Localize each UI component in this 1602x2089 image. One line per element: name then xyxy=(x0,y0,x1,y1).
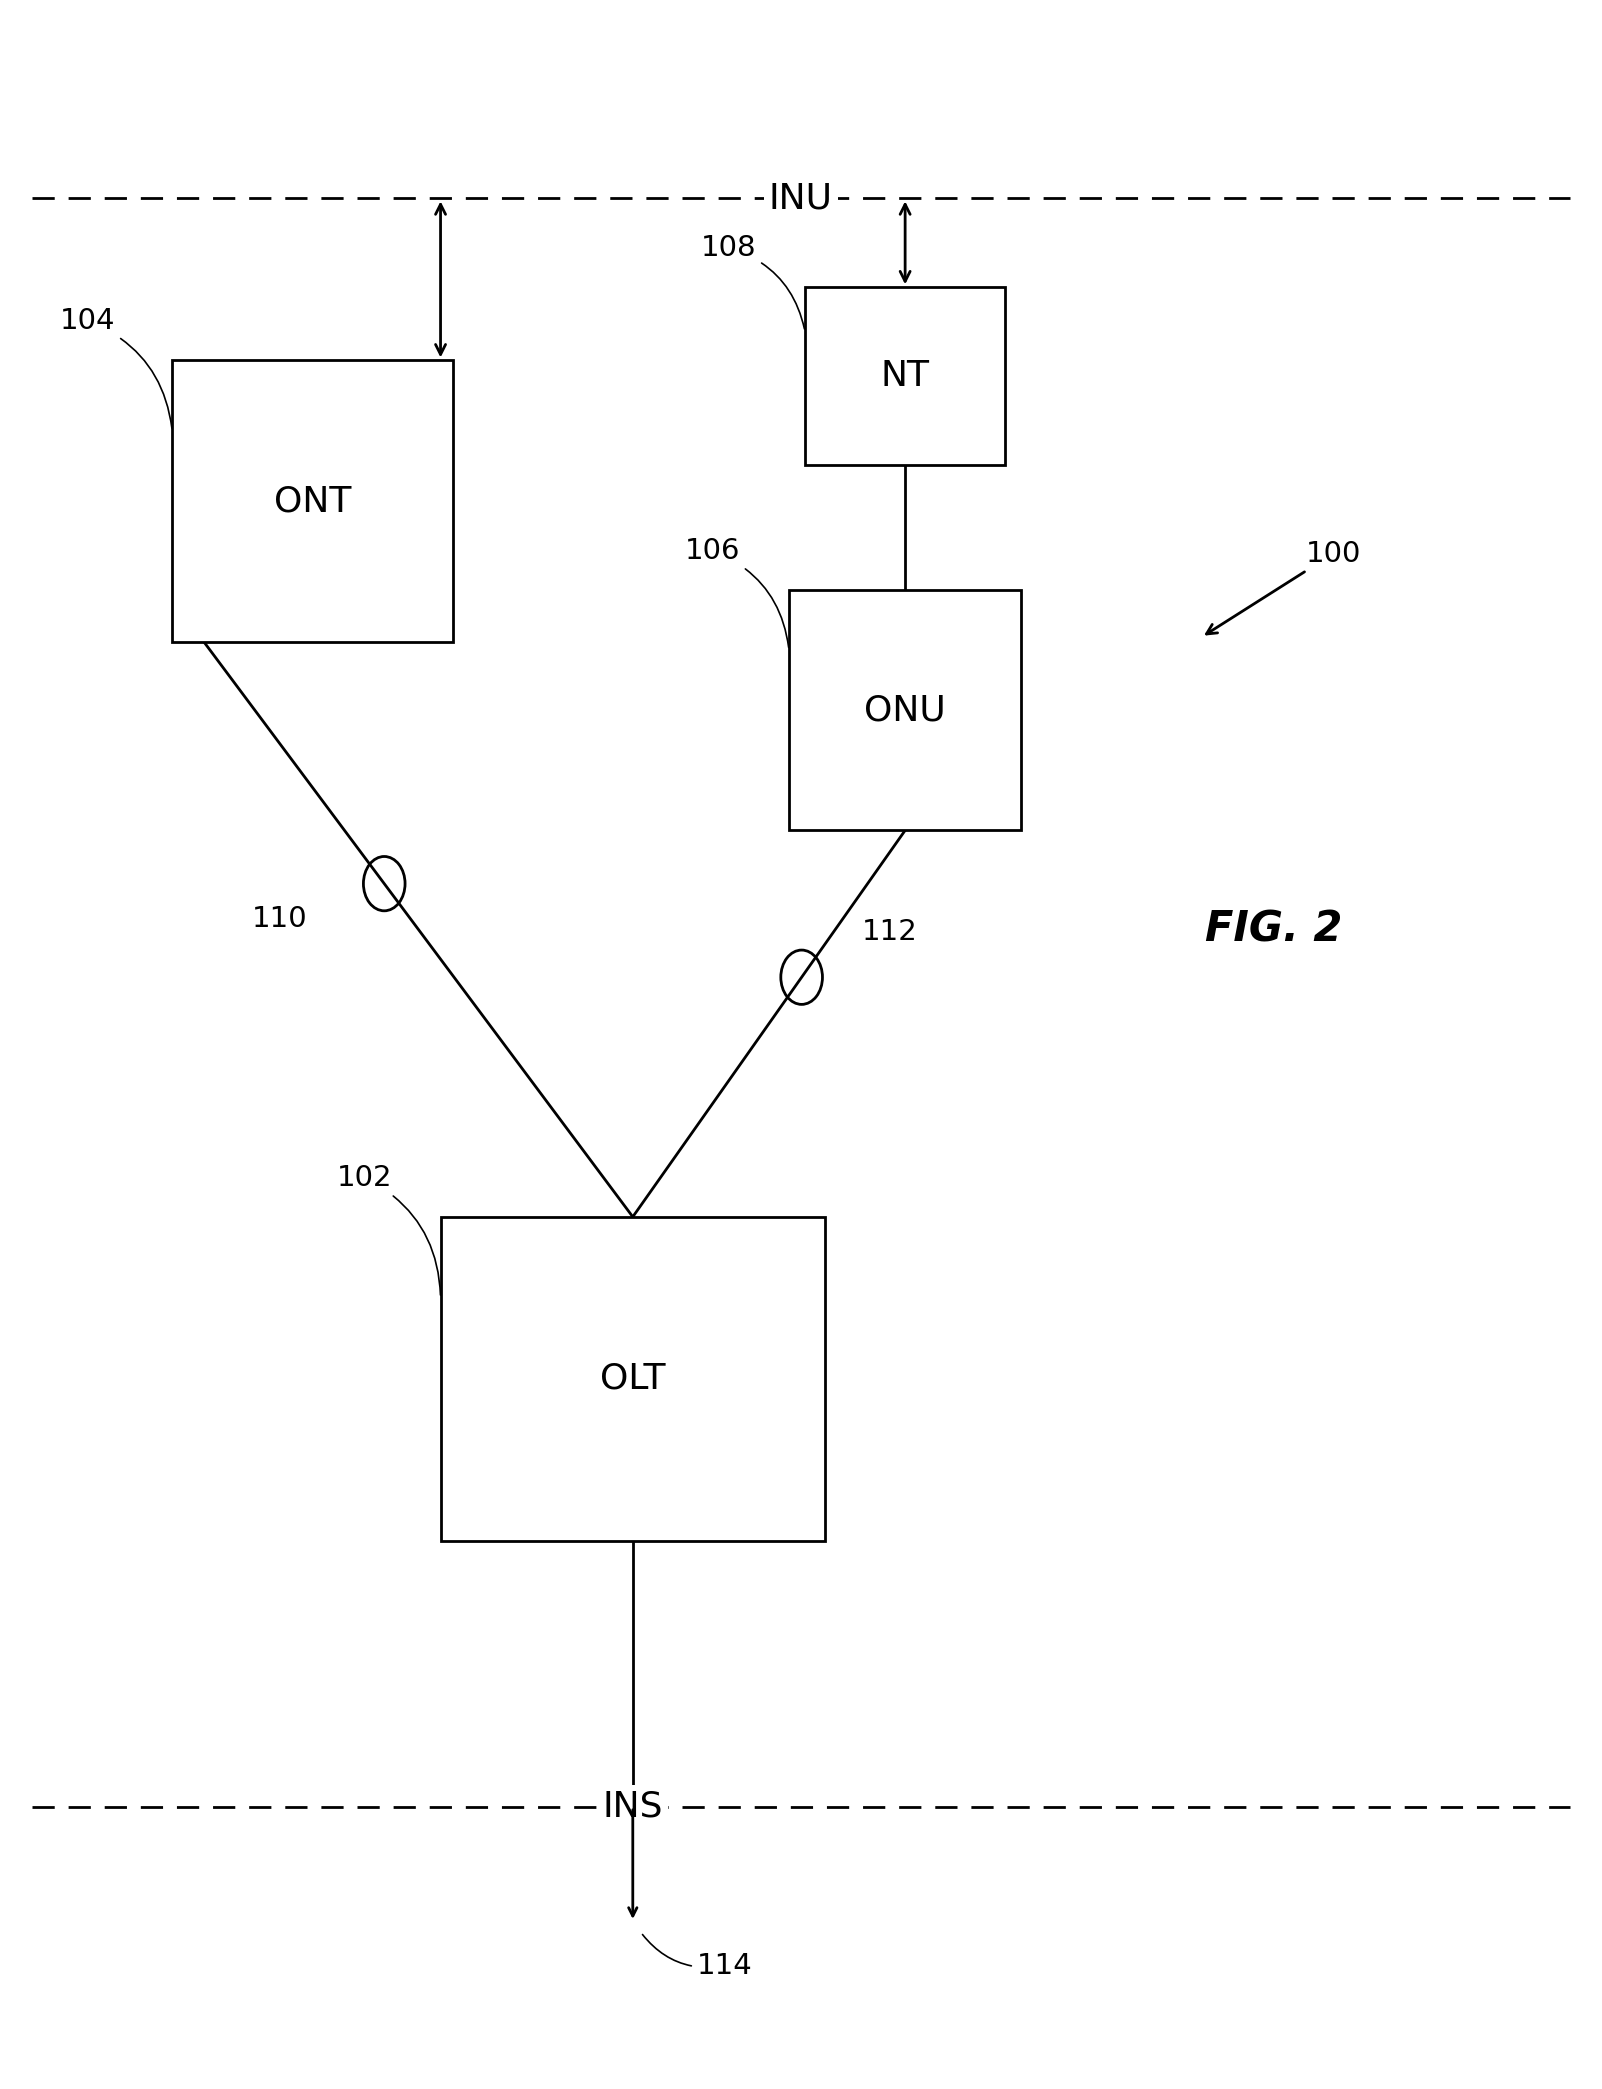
Bar xyxy=(788,589,1022,829)
Text: 114: 114 xyxy=(642,1934,753,1980)
Text: 104: 104 xyxy=(61,307,171,428)
Bar xyxy=(173,359,453,643)
Text: 106: 106 xyxy=(684,537,788,648)
Text: OLT: OLT xyxy=(601,1362,665,1395)
Text: INS: INS xyxy=(602,1790,663,1824)
Text: 100: 100 xyxy=(1206,539,1362,633)
Text: NT: NT xyxy=(881,359,929,393)
Text: 102: 102 xyxy=(336,1164,441,1295)
Text: INU: INU xyxy=(769,182,833,215)
Text: ONU: ONU xyxy=(863,694,947,727)
Text: 112: 112 xyxy=(862,917,918,946)
Text: 110: 110 xyxy=(252,905,308,932)
Bar xyxy=(804,288,1006,466)
Text: 108: 108 xyxy=(700,234,804,328)
Bar xyxy=(441,1216,825,1542)
Text: ONT: ONT xyxy=(274,485,351,518)
Text: FIG. 2: FIG. 2 xyxy=(1205,909,1342,950)
